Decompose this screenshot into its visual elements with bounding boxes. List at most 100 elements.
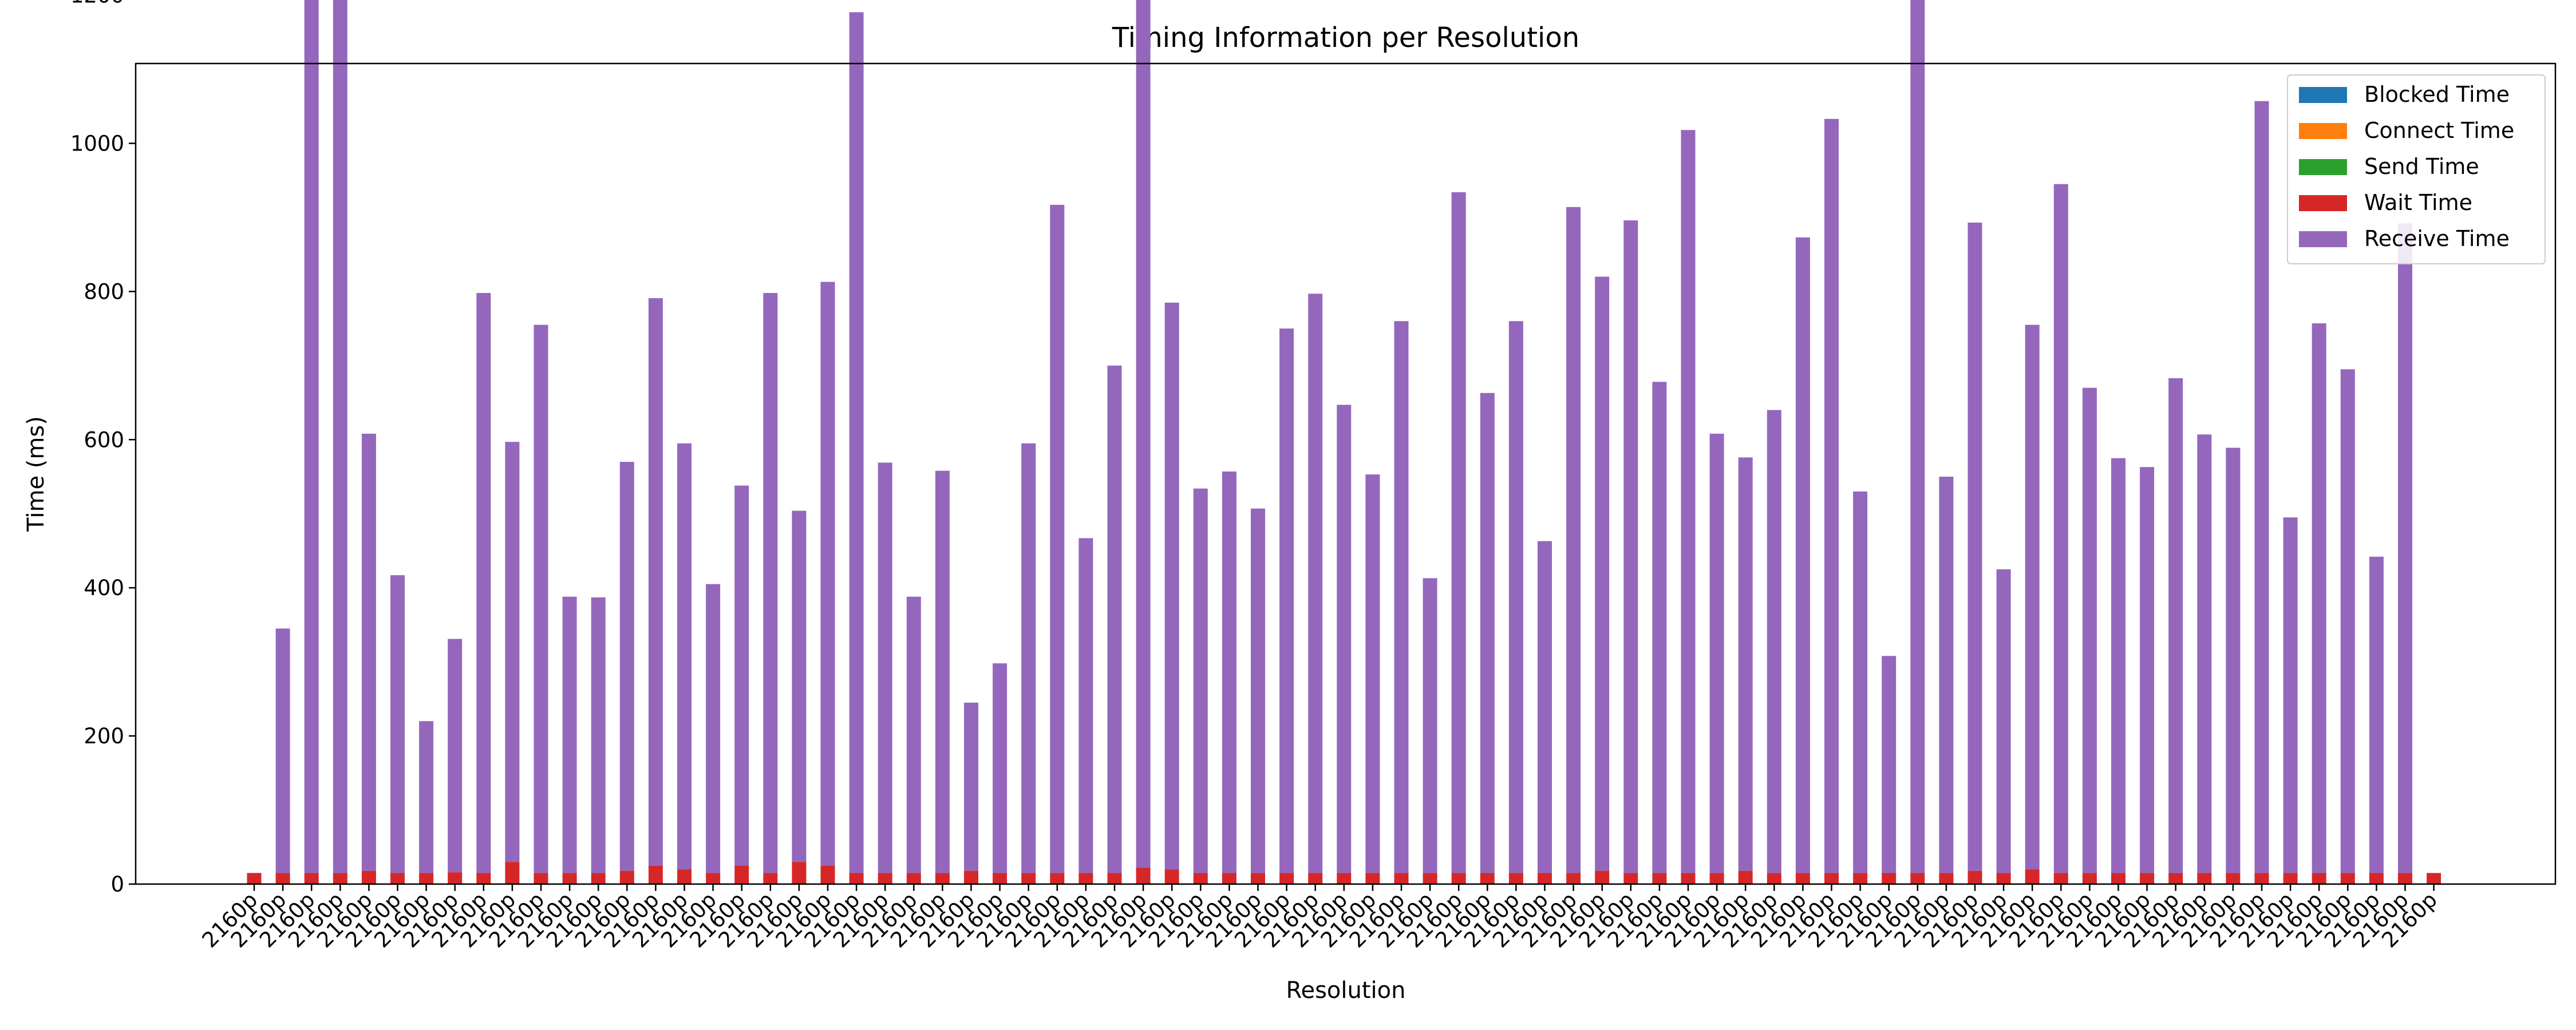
y-axis-label: Time (ms) <box>23 416 49 532</box>
bar-receive-time-43 <box>1480 393 1495 873</box>
bar-receive-time-17 <box>734 485 749 866</box>
bar-wait-time-32 <box>1164 869 1179 884</box>
bar-receive-time-39 <box>1365 474 1380 873</box>
bar-receive-time-37 <box>1308 294 1323 873</box>
legend-label-receive-time: Receive Time <box>2364 226 2510 251</box>
bar-receive-time-50 <box>1681 130 1696 873</box>
plot-frame <box>135 62 2557 885</box>
legend-label-wait-time: Wait Time <box>2364 190 2472 215</box>
bar-wait-time-35 <box>1251 873 1265 884</box>
bar-wait-time-45 <box>1538 873 1552 884</box>
bar-receive-time-58 <box>1910 0 1925 873</box>
bar-receive-time-41 <box>1423 578 1437 873</box>
bar-receive-time-24 <box>935 470 950 873</box>
bar-wait-time-39 <box>1365 873 1380 884</box>
y-tick-label: 200 <box>84 724 124 748</box>
bar-wait-time-6 <box>419 873 434 884</box>
bar-receive-time-65 <box>2111 458 2125 873</box>
bar-receive-time-60 <box>1967 223 1982 871</box>
bar-receive-time-67 <box>2168 378 2183 873</box>
bar-receive-time-72 <box>2312 323 2326 873</box>
y-tick-label: 1200 <box>70 0 124 8</box>
bar-wait-time-71 <box>2283 873 2298 884</box>
bar-receive-time-40 <box>1394 321 1409 873</box>
bar-wait-time-64 <box>2082 873 2097 884</box>
legend-box <box>2287 74 2546 264</box>
bar-receive-time-46 <box>1566 207 1581 873</box>
bar-wait-time-10 <box>534 873 548 884</box>
bar-wait-time-26 <box>993 873 1008 884</box>
bar-wait-time-52 <box>1738 870 1753 884</box>
bar-receive-time-59 <box>1939 477 1954 873</box>
bar-receive-time-68 <box>2197 434 2212 873</box>
bar-receive-time-63 <box>2053 184 2068 873</box>
bar-wait-time-69 <box>2226 873 2241 884</box>
bar-wait-time-30 <box>1107 873 1122 884</box>
bar-receive-time-12 <box>591 597 606 873</box>
legend-swatch-connect-time <box>2299 123 2347 139</box>
bar-wait-time-19 <box>792 862 807 884</box>
bar-receive-time-66 <box>2140 467 2155 873</box>
bar-receive-time-61 <box>1996 569 2011 873</box>
bar-wait-time-13 <box>619 870 634 884</box>
legend-swatch-wait-time <box>2299 195 2347 211</box>
bar-wait-time-58 <box>1910 873 1925 884</box>
bar-receive-time-75 <box>2398 223 2412 873</box>
bar-receive-time-26 <box>993 663 1008 873</box>
bar-receive-time-52 <box>1738 457 1753 871</box>
bar-wait-time-46 <box>1566 873 1581 884</box>
bar-wait-time-28 <box>1050 873 1065 884</box>
bar-receive-time-51 <box>1709 433 1724 873</box>
bar-receive-time-20 <box>820 282 835 866</box>
y-axis: 0200400600800100012001400 <box>70 0 136 897</box>
bar-wait-time-16 <box>706 873 721 884</box>
y-tick-label: 1000 <box>70 132 124 156</box>
bar-wait-time-75 <box>2398 873 2412 884</box>
bar-receive-time-38 <box>1337 405 1352 873</box>
bar-receive-time-57 <box>1882 656 1897 873</box>
bar-wait-time-22 <box>878 873 892 884</box>
bar-receive-time-29 <box>1078 538 1093 873</box>
bar-receive-time-34 <box>1222 471 1236 873</box>
bar-wait-time-1 <box>275 873 290 884</box>
bar-wait-time-60 <box>1967 870 1982 884</box>
bar-receive-time-9 <box>505 442 520 862</box>
bar-wait-time-53 <box>1767 873 1781 884</box>
bar-wait-time-12 <box>591 873 606 884</box>
bar-receive-time-5 <box>390 575 405 873</box>
legend-label-blocked-time: Blocked Time <box>2364 82 2510 107</box>
bar-receive-time-73 <box>2340 369 2355 873</box>
bar-receive-time-13 <box>619 462 634 871</box>
legend-swatch-send-time <box>2299 159 2347 175</box>
bar-receive-time-15 <box>677 443 692 870</box>
bar-wait-time-7 <box>448 872 463 884</box>
x-axis: 2160p2160p2160p2160p2160p2160p2160p2160p… <box>197 884 2442 953</box>
bar-receive-time-31 <box>1136 0 1151 868</box>
bar-receive-time-49 <box>1652 382 1667 873</box>
bar-wait-time-76 <box>2427 873 2441 884</box>
bar-receive-time-54 <box>1795 237 1810 873</box>
bar-receive-time-3 <box>333 0 347 873</box>
bar-receive-time-30 <box>1107 365 1122 873</box>
bar-wait-time-67 <box>2168 873 2183 884</box>
bar-receive-time-64 <box>2082 387 2097 873</box>
bar-receive-time-22 <box>878 462 892 873</box>
bar-wait-time-49 <box>1652 873 1667 884</box>
bar-receive-time-16 <box>706 584 721 873</box>
bar-receive-time-14 <box>648 298 663 866</box>
bar-wait-time-38 <box>1337 873 1352 884</box>
bar-receive-time-11 <box>562 596 577 873</box>
y-tick-label: 400 <box>84 576 124 600</box>
bar-receive-time-18 <box>763 292 778 873</box>
bar-wait-time-48 <box>1623 873 1638 884</box>
bar-receive-time-1 <box>275 628 290 873</box>
bar-wait-time-36 <box>1279 873 1294 884</box>
bar-receive-time-7 <box>448 639 463 873</box>
bar-receive-time-71 <box>2283 517 2298 873</box>
bar-wait-time-57 <box>1882 873 1897 884</box>
bar-wait-time-18 <box>763 873 778 884</box>
legend-label-connect-time: Connect Time <box>2364 118 2514 143</box>
bar-wait-time-33 <box>1193 873 1208 884</box>
bar-wait-time-74 <box>2369 873 2384 884</box>
